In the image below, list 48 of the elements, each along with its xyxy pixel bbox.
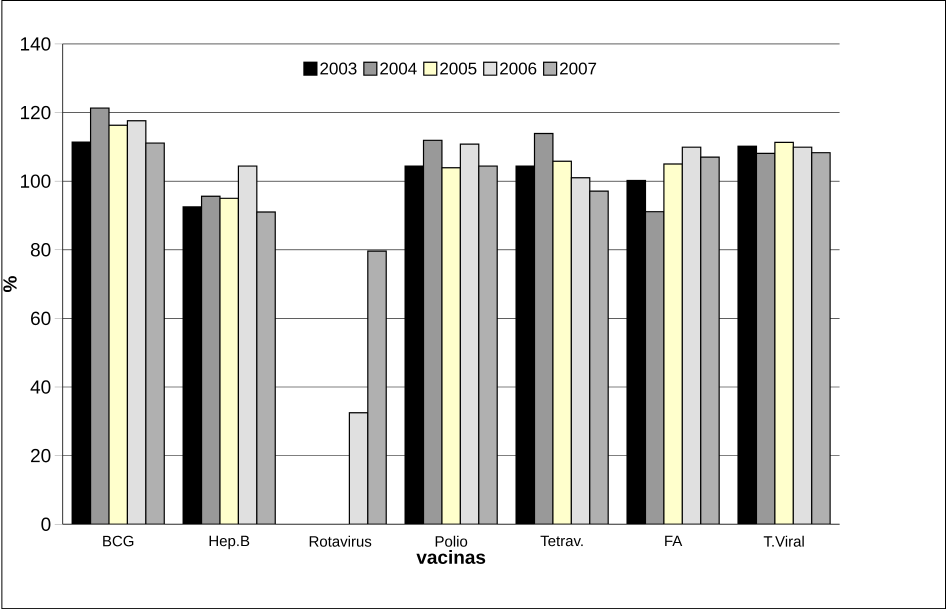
x-tick-label: FA bbox=[665, 536, 682, 546]
x-tick-label: Rotavirus bbox=[310, 536, 372, 547]
bar bbox=[589, 190, 609, 524]
y-tick-label: 120 bbox=[20, 106, 50, 120]
y-tick-label: 60 bbox=[31, 312, 50, 326]
y-tick-label: 140 bbox=[20, 37, 50, 51]
bar bbox=[478, 165, 498, 524]
legend-label: 2007 bbox=[560, 62, 596, 75]
x-tick-label: T.Viral bbox=[764, 536, 804, 547]
legend-label: 2004 bbox=[380, 62, 417, 75]
bar bbox=[422, 140, 443, 524]
bar bbox=[700, 156, 720, 524]
bar bbox=[774, 142, 794, 524]
y-tick-label: 100 bbox=[20, 174, 50, 188]
bar bbox=[570, 177, 590, 524]
x-tick-label: Tetrav. bbox=[540, 536, 583, 546]
bar bbox=[552, 160, 572, 524]
bar bbox=[90, 107, 110, 524]
y-tick-label: 0 bbox=[41, 517, 50, 531]
bar bbox=[663, 163, 683, 524]
bar bbox=[644, 211, 665, 524]
bar bbox=[238, 165, 258, 524]
y-tick-label: 20 bbox=[31, 448, 50, 462]
bar bbox=[534, 132, 554, 524]
legend-label: 2006 bbox=[500, 62, 536, 75]
y-axis-title: % bbox=[3, 276, 17, 292]
bar bbox=[145, 142, 165, 524]
bar bbox=[256, 211, 276, 524]
bar bbox=[682, 146, 702, 524]
bar bbox=[367, 250, 387, 524]
legend-label: 2003 bbox=[320, 62, 356, 75]
bar bbox=[108, 124, 128, 524]
bar bbox=[792, 146, 812, 524]
bar bbox=[811, 152, 831, 524]
bar bbox=[348, 412, 368, 524]
x-tick-label: BCG bbox=[103, 536, 134, 546]
bar bbox=[219, 198, 239, 524]
bar bbox=[756, 152, 776, 524]
bar bbox=[200, 196, 221, 524]
bar bbox=[460, 143, 480, 524]
y-tick-label: 80 bbox=[30, 243, 50, 256]
y-tick-label: 40 bbox=[30, 380, 50, 394]
legend-label: 2005 bbox=[440, 62, 476, 75]
x-axis-title: vacinas bbox=[416, 550, 486, 564]
x-tick-label: Hep.B bbox=[210, 536, 250, 550]
x-tick-label: Polio bbox=[436, 536, 468, 547]
bar bbox=[441, 167, 461, 524]
bar bbox=[126, 120, 146, 524]
